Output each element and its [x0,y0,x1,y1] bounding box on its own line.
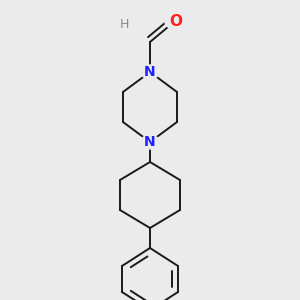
Ellipse shape [117,18,131,32]
Ellipse shape [141,135,159,149]
Ellipse shape [141,65,159,79]
Text: N: N [144,65,156,79]
Ellipse shape [165,15,185,29]
Text: N: N [144,135,156,149]
Text: H: H [119,19,129,32]
Text: O: O [169,14,182,29]
